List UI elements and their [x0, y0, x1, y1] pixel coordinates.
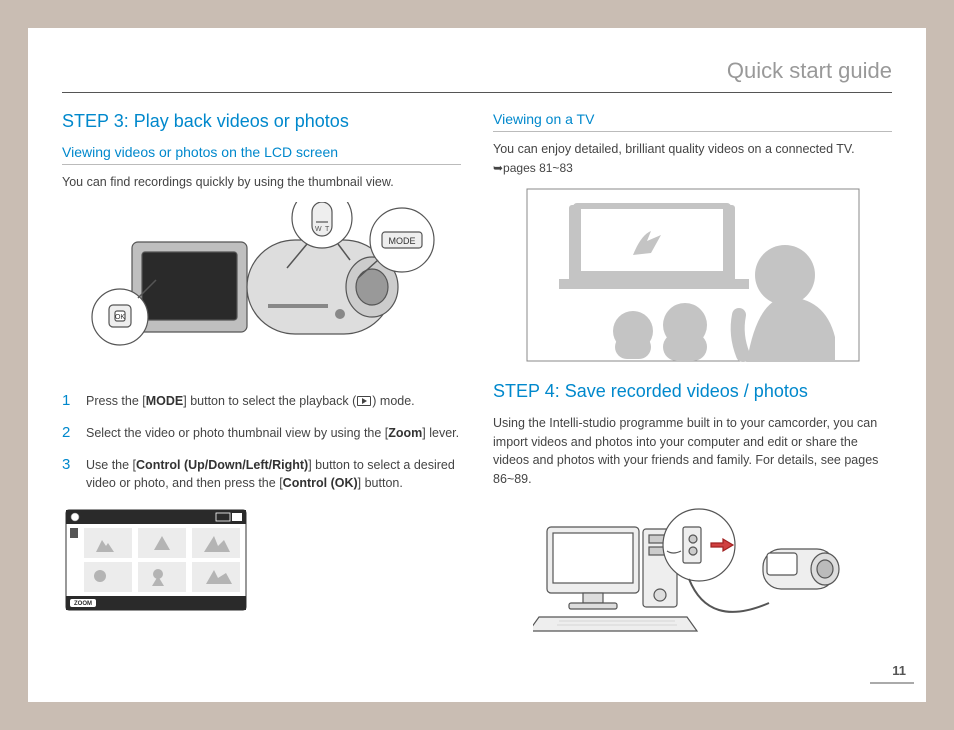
camcorder-illustration: MODE OK W T [62, 202, 461, 382]
svg-text:W: W [315, 226, 322, 233]
step4-title: STEP 4: Save recorded videos / photos [493, 381, 892, 402]
page-number-rule [870, 682, 914, 684]
tv-illustration [493, 185, 892, 365]
thumbnail-grid-illustration: ZOOM [62, 506, 461, 616]
computer-connection-illustration [493, 499, 892, 639]
step-text: Press the [MODE] button to select the pl… [86, 392, 461, 410]
step3-title: STEP 3: Play back videos or photos [62, 111, 461, 132]
page-header: Quick start guide [62, 58, 892, 93]
playback-icon [357, 396, 371, 406]
step-number: 1 [62, 392, 76, 410]
left-column: STEP 3: Play back videos or photos Viewi… [62, 111, 461, 649]
svg-text:T: T [325, 226, 330, 233]
svg-text:ZOOM: ZOOM [74, 601, 92, 607]
tv-page-ref: ➥pages 81~83 [493, 161, 892, 175]
step-2: 2 Select the video or photo thumbnail vi… [62, 424, 461, 442]
right-column: Viewing on a TV You can enjoy detailed, … [493, 111, 892, 649]
step-number: 2 [62, 424, 76, 442]
svg-text:OK: OK [114, 314, 124, 321]
step4-text: Using the Intelli-studio programme built… [493, 414, 892, 489]
step-text: Use the [Control (Up/Down/Left/Right)] b… [86, 456, 461, 492]
step-3: 3 Use the [Control (Up/Down/Left/Right)]… [62, 456, 461, 492]
page-number: 11 [892, 663, 906, 678]
header-title: Quick start guide [727, 58, 892, 83]
step-number: 3 [62, 456, 76, 492]
svg-text:MODE: MODE [388, 236, 415, 246]
lcd-intro: You can find recordings quickly by using… [62, 173, 461, 192]
lcd-subtitle: Viewing videos or photos on the LCD scre… [62, 144, 461, 165]
step-text: Select the video or photo thumbnail view… [86, 424, 461, 442]
tv-text: You can enjoy detailed, brilliant qualit… [493, 140, 892, 159]
step-1: 1 Press the [MODE] button to select the … [62, 392, 461, 410]
tv-subtitle: Viewing on a TV [493, 111, 892, 132]
